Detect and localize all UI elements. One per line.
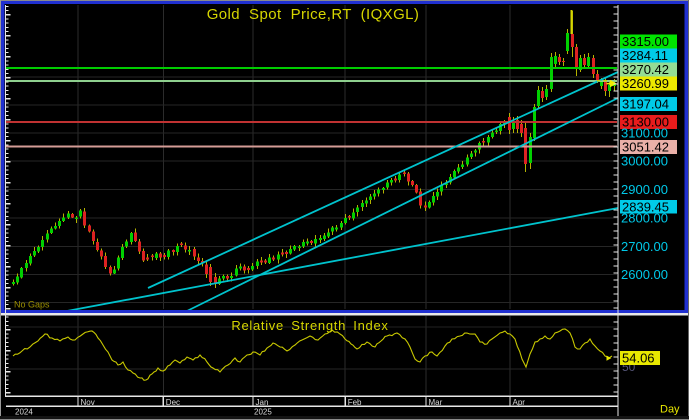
svg-text:3197.04: 3197.04 bbox=[622, 97, 669, 112]
svg-text:2025: 2025 bbox=[254, 408, 272, 417]
svg-text:54.06: 54.06 bbox=[622, 351, 655, 366]
svg-text:Day: Day bbox=[660, 404, 680, 416]
svg-text:Gold Spot Price,RT (IQXGL): Gold Spot Price,RT (IQXGL) bbox=[207, 6, 420, 23]
svg-text:Dec: Dec bbox=[166, 398, 180, 407]
svg-text:2700.00: 2700.00 bbox=[621, 239, 668, 254]
svg-text:2024: 2024 bbox=[15, 408, 33, 417]
svg-text:Jan: Jan bbox=[256, 398, 269, 407]
svg-text:3260.99: 3260.99 bbox=[622, 76, 669, 91]
svg-text:2900.00: 2900.00 bbox=[621, 182, 668, 197]
svg-text:3130.00: 3130.00 bbox=[622, 115, 669, 130]
svg-text:3270.42: 3270.42 bbox=[622, 62, 669, 77]
svg-text:Mar: Mar bbox=[429, 398, 443, 407]
svg-text:2600.00: 2600.00 bbox=[621, 267, 668, 282]
svg-text:Relative Strength Index: Relative Strength Index bbox=[231, 318, 388, 333]
svg-text:3315.00: 3315.00 bbox=[622, 34, 669, 49]
svg-text:3100.00: 3100.00 bbox=[621, 126, 668, 141]
svg-text:3000.00: 3000.00 bbox=[621, 154, 668, 169]
svg-text:Apr: Apr bbox=[513, 398, 526, 407]
svg-text:No Gaps: No Gaps bbox=[14, 300, 50, 310]
svg-text:2839.45: 2839.45 bbox=[622, 199, 669, 214]
svg-text:2800.00: 2800.00 bbox=[621, 211, 668, 226]
svg-text:Feb: Feb bbox=[348, 398, 362, 407]
svg-text:3051.42: 3051.42 bbox=[622, 140, 669, 155]
svg-text:3284.11: 3284.11 bbox=[622, 48, 668, 63]
svg-text:Nov: Nov bbox=[81, 398, 95, 407]
